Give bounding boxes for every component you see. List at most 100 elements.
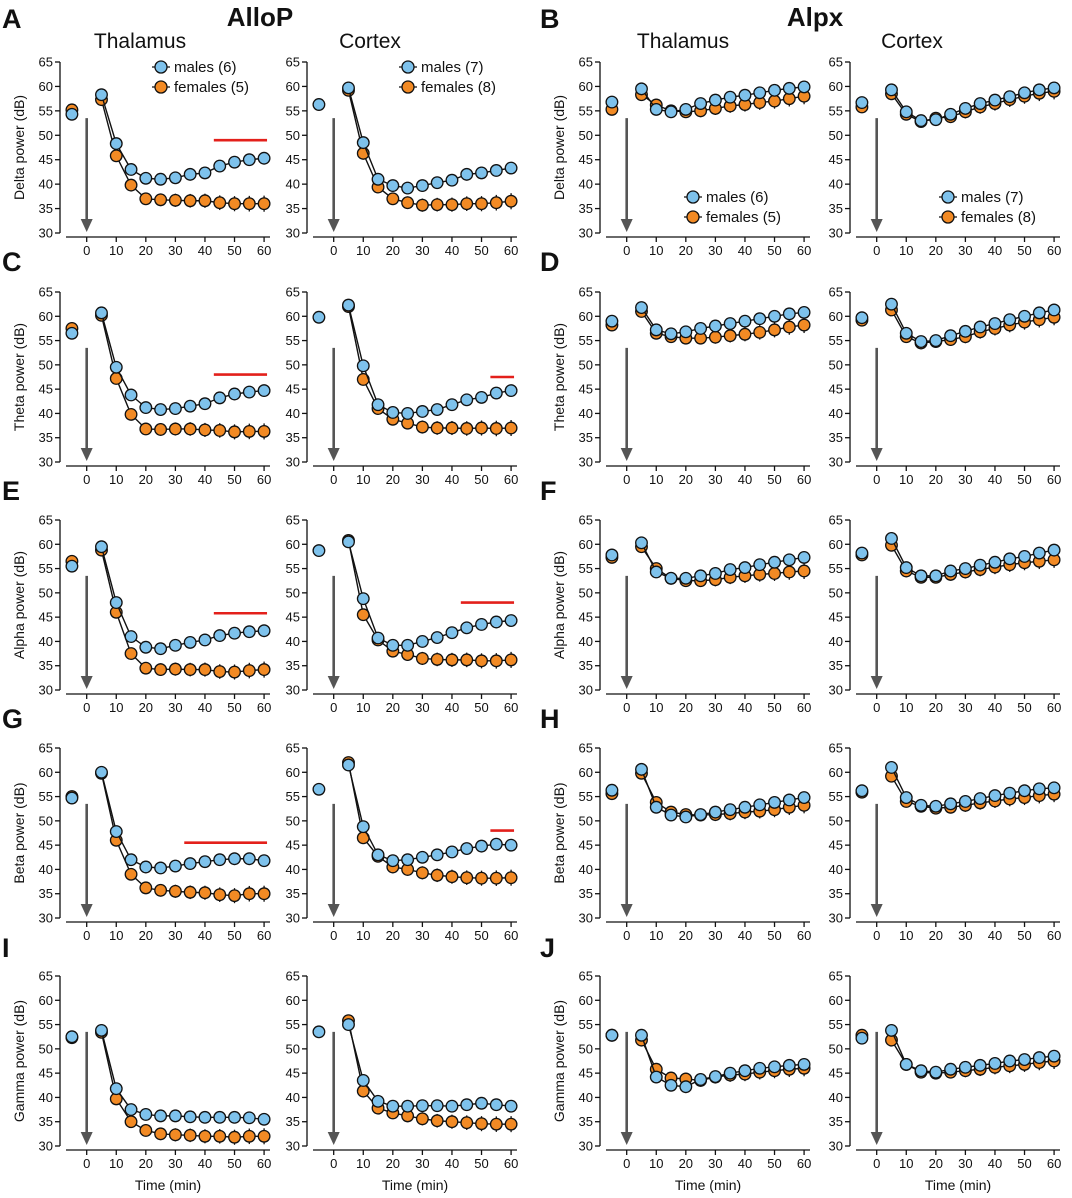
data-point [430,421,444,435]
data-point [753,558,767,572]
x-tick-label: 20 [139,700,153,715]
data-point [768,309,781,323]
y-tick-label: 60 [579,79,593,94]
y-tick-label: 65 [39,285,53,300]
x-tick-label: 0 [83,472,90,487]
series-males [65,765,271,875]
x-tick-label: 40 [988,928,1002,943]
data-point [401,853,415,867]
x-tick-label: 50 [474,928,488,943]
y-tick-label: 60 [286,993,300,1008]
data-point [635,1028,648,1042]
y-tick-label: 30 [829,455,843,470]
data-point [65,107,79,121]
panel-16: I Gamma power (dB) 30 35 40 45 50 55 60 65 0 10 20 30… [2,933,271,1193]
y-tick-label: 40 [829,1090,843,1105]
y-tick-label: 35 [829,886,843,901]
data-point [124,647,138,661]
data-point [708,805,722,819]
data-point [415,866,429,880]
data-point [257,887,271,901]
data-point [257,1129,271,1143]
y-tick-label: 40 [39,406,53,421]
y-tick-label: 60 [286,537,300,552]
data-point [1018,784,1031,798]
data-point [228,889,241,903]
series-females [855,538,1061,584]
y-tick-label: 60 [286,765,300,780]
y-tick-label: 35 [39,886,53,901]
y-tick-label: 60 [39,309,53,324]
data-point [504,161,518,175]
data-point [183,194,197,208]
panel-7: 30 35 40 45 50 55 60 65 0 10 20 30 40 50 60 [829,285,1062,488]
data-point [782,307,796,321]
data-point [312,98,326,111]
y-tick-label: 35 [286,658,300,673]
x-tick-label: 10 [899,1156,913,1171]
data-point [855,96,869,110]
x-tick-label: 30 [415,243,429,258]
data-point [198,1110,212,1124]
injection-arrow-head [80,676,93,689]
data-point [430,868,444,882]
injection-arrow-head [80,448,93,461]
data-point [504,384,518,398]
data-point [154,1109,168,1123]
y-tick-label: 60 [829,993,843,1008]
data-point [679,571,693,585]
panel-4: C Theta power (dB) 30 35 40 45 50 55 60 65 0 10 20 30… [2,247,271,487]
x-tick-label: 0 [623,928,630,943]
data-point [139,192,153,206]
data-point [460,393,474,407]
injection-arrow-head [870,904,883,917]
data-point [723,803,737,817]
data-point [445,870,459,884]
data-point [183,422,197,436]
y-tick-label: 45 [829,152,843,167]
x-tick-label: 40 [445,1156,459,1171]
injection-arrow-head [870,219,883,232]
panel-5: 30 35 40 45 50 55 60 65 0 10 20 30 40 50 60 [286,285,519,488]
series-males [65,306,271,416]
x-tick-label: 60 [797,472,811,487]
data-point [475,390,488,404]
x-tick-label: 20 [386,700,400,715]
data-point [708,330,722,344]
x-tick-label: 10 [356,243,370,258]
data-point [899,326,913,340]
data-point [723,90,737,104]
data-point [386,179,400,193]
data-point [679,102,693,116]
y-tick-label: 55 [39,1017,53,1032]
data-point [797,1057,811,1071]
data-point [929,569,943,583]
col-title-allop-thalamus: Thalamus [94,30,186,53]
y-tick-label: 65 [39,741,53,756]
panel-letter-d: D [540,247,560,277]
x-tick-label: 50 [767,472,781,487]
x-tick-label: 30 [168,928,182,943]
x-tick-label: 40 [988,243,1002,258]
data-point [198,663,212,677]
data-point [489,615,503,629]
data-point [183,885,197,899]
data-point [430,631,444,644]
data-point [228,1110,241,1124]
data-point [649,565,663,579]
data-point [386,854,400,868]
y-tick-label: 55 [579,103,593,118]
data-point [460,422,474,435]
data-point [415,179,429,193]
data-point [198,1129,212,1143]
y-tick-label: 50 [579,1041,593,1056]
data-point [475,839,488,853]
data-point [504,614,518,627]
data-point [356,359,370,373]
data-point [386,406,400,419]
x-tick-label: 40 [445,243,459,258]
series-females [855,1028,1061,1080]
data-point [124,867,138,881]
y-tick-label: 50 [829,585,843,600]
x-tick-label: 30 [958,700,972,715]
